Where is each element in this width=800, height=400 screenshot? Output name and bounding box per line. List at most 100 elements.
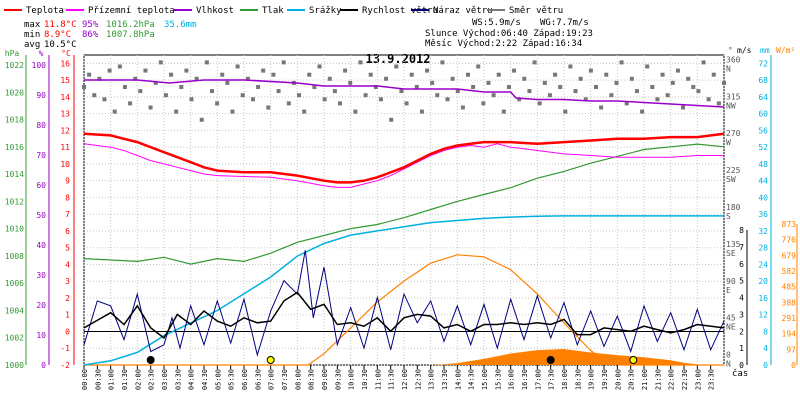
- direction-point: [343, 68, 348, 73]
- direction-point: [112, 109, 117, 114]
- x-tick-label: 22:30: [681, 369, 689, 390]
- humidity-axis-unit: %: [39, 49, 44, 58]
- direction-point: [706, 97, 711, 102]
- rain-axis-tick: 32: [758, 227, 768, 236]
- direction-axis-label: SW: [726, 175, 736, 184]
- direction-point: [476, 64, 481, 69]
- wind-axis-unit: m/s: [737, 46, 752, 55]
- x-tick-label: 18:00: [561, 369, 569, 390]
- legend-label: Rychlost větru: [362, 6, 438, 16]
- stats-ws: WS:5.9m/s: [472, 18, 521, 28]
- humidity-axis-tick: 30: [36, 271, 46, 280]
- direction-point: [491, 93, 496, 98]
- hpa-axis-tick: 1020: [5, 88, 24, 97]
- solar-axis-tick: 776: [782, 236, 797, 245]
- direction-point: [148, 105, 153, 110]
- humidity-line: [84, 79, 725, 108]
- direction-point: [297, 93, 302, 98]
- direction-axis-tick: 135: [726, 240, 741, 249]
- rain-axis-tick: 52: [758, 143, 768, 152]
- direction-point: [486, 80, 491, 85]
- rain-axis-tick: 0: [763, 361, 768, 370]
- stats-max-hum: 95%: [82, 20, 99, 30]
- x-tick-label: 07:30: [281, 369, 289, 390]
- x-tick-label: 11:30: [388, 369, 396, 390]
- direction-point: [199, 117, 204, 122]
- direction-point: [553, 72, 558, 77]
- x-tick-label: 01:30: [121, 369, 129, 390]
- rain-axis-tick: 28: [758, 244, 768, 253]
- direction-point: [404, 101, 409, 106]
- direction-axis-label: NE: [726, 323, 736, 332]
- direction-axis-tick: 90: [726, 277, 736, 286]
- solar-axis-tick: 582: [782, 267, 797, 276]
- wind-axis-tick: 3: [739, 310, 744, 319]
- stats-min-press: 1007.8hPa: [106, 30, 155, 40]
- rain-axis-tick: 56: [758, 126, 768, 135]
- direction-point: [629, 76, 634, 81]
- x-tick-label: 05:00: [214, 369, 222, 390]
- x-tick-label: 20:00: [614, 369, 622, 390]
- temp-axis-tick: -2: [60, 361, 70, 370]
- direction-point: [466, 72, 470, 77]
- rain-axis-tick: 4: [763, 344, 768, 353]
- direction-point: [153, 80, 158, 85]
- legend-label: Přízemní teplota: [88, 6, 175, 16]
- rain-axis-tick: 60: [758, 110, 768, 119]
- temp-axis-tick: 13: [60, 110, 70, 119]
- radiation-area: [84, 349, 724, 365]
- x-tick-label: 14:30: [468, 369, 476, 390]
- direction-point: [645, 64, 650, 69]
- direction-point: [276, 89, 281, 94]
- temp-axis-tick: 7: [65, 210, 70, 219]
- hpa-axis-tick: 1008: [5, 252, 24, 261]
- x-tick-label: 00:00: [81, 369, 89, 390]
- direction-point: [338, 101, 342, 106]
- x-tick-label: 05:30: [228, 369, 236, 390]
- stats-max-label: max: [24, 20, 41, 30]
- x-tick-label: 04:30: [201, 369, 209, 390]
- direction-point: [235, 64, 240, 69]
- rain-axis-tick: 36: [758, 210, 768, 219]
- direction-point: [194, 76, 199, 81]
- direction-point: [215, 101, 220, 106]
- x-tick-label: 22:00: [668, 369, 676, 390]
- direction-point: [419, 109, 424, 114]
- direction-point: [414, 84, 419, 89]
- direction-point: [537, 101, 542, 106]
- direction-point: [609, 93, 614, 98]
- direction-point: [568, 64, 573, 69]
- direction-point: [307, 72, 312, 77]
- direction-point: [286, 101, 291, 106]
- direction-point: [332, 89, 337, 94]
- temp-axis-unit: °C: [61, 49, 71, 58]
- x-tick-label: 08:00: [294, 369, 302, 390]
- direction-axis-tick: 360: [726, 55, 741, 64]
- humidity-axis-tick: 80: [36, 121, 46, 130]
- pressure-line: [83, 143, 725, 265]
- direction-axis-label: NW: [726, 101, 736, 110]
- temp-axis-tick: 6: [65, 227, 70, 236]
- hpa-axis-tick: 1018: [5, 116, 24, 125]
- direction-axis-tick: 45: [726, 314, 736, 323]
- temp-axis-tick: 14: [60, 93, 70, 102]
- direction-point: [665, 93, 670, 98]
- rain-axis-tick: 40: [758, 193, 768, 202]
- x-tick-label: 15:30: [494, 369, 502, 390]
- direction-point: [681, 105, 686, 110]
- temp-axis-tick: 1: [65, 311, 70, 320]
- direction-point: [128, 101, 133, 106]
- solar-axis-unit: W/m²: [776, 46, 795, 55]
- wind-axis-tick: 0: [739, 361, 744, 370]
- legend-label: Vlhkost: [196, 6, 234, 16]
- direction-point: [604, 72, 609, 77]
- direction-point: [471, 84, 476, 89]
- direction-point: [619, 60, 624, 65]
- direction-point: [348, 80, 353, 85]
- direction-point: [532, 60, 537, 65]
- direction-point: [389, 117, 394, 122]
- direction-point: [163, 93, 168, 98]
- direction-point: [686, 76, 691, 81]
- hpa-axis-tick: 1012: [5, 197, 24, 206]
